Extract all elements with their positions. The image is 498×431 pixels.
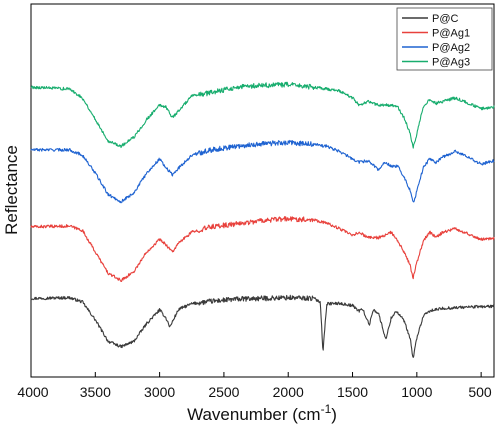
x-tick-label-1500: 1500 — [337, 384, 368, 400]
legend-label-p-ag3: P@Ag3 — [432, 57, 470, 69]
x-tick-label-3500: 3500 — [80, 384, 111, 400]
series-line-p-ag3 — [30, 81, 495, 149]
x-tick-label-2000: 2000 — [273, 384, 304, 400]
x-tick-label-500: 500 — [468, 384, 492, 400]
legend: P@C P@Ag1 P@Ag2 P@Ag3 — [396, 7, 493, 71]
legend-label-p-ag1: P@Ag1 — [432, 28, 470, 40]
x-axis-ticks: 4000 3500 3000 2500 2000 1500 1000 500 — [17, 372, 492, 400]
series-line-p-ag1 — [30, 216, 495, 282]
x-axis-title-superscript: -1 — [321, 402, 332, 416]
x-axis-title-main: Wavenumber (cm — [187, 405, 321, 424]
x-axis-title: Wavenumber (cm-1) — [187, 402, 337, 424]
x-tick-label-3000: 3000 — [144, 384, 175, 400]
x-axis-title-close: ) — [331, 405, 337, 424]
legend-box — [396, 7, 493, 71]
x-tick-label-1000: 1000 — [401, 384, 432, 400]
x-tick-label-4000: 4000 — [17, 384, 48, 400]
plot-frame — [30, 3, 495, 378]
legend-label-p-ag2: P@Ag2 — [432, 42, 470, 54]
y-axis-title: Reflectance — [2, 145, 21, 235]
series-line-p-ag2 — [30, 139, 495, 204]
legend-label-p-c: P@C — [432, 13, 459, 25]
series-layer — [30, 81, 495, 358]
series-line-p-c — [30, 294, 495, 358]
x-tick-label-2500: 2500 — [208, 384, 239, 400]
